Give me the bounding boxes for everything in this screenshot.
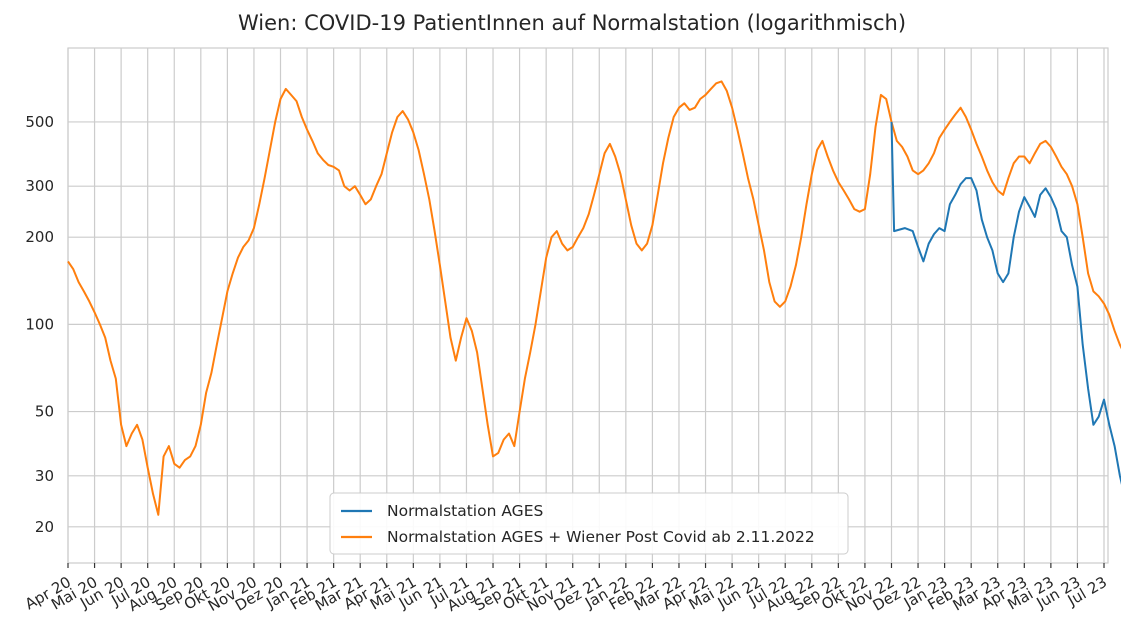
legend: Normalstation AGES Normalstation AGES + … — [329, 492, 849, 555]
y-axis-ticks: 20 30 50 100 200 300 500 — [25, 113, 54, 536]
legend-box — [329, 492, 849, 555]
series-line-ages — [890, 121, 1121, 485]
y-tick-label: 30 — [35, 467, 54, 485]
y-tick-label: 500 — [25, 113, 54, 131]
y-tick-label: 20 — [35, 518, 54, 536]
series-line-ages-postcovid — [67, 80, 1121, 516]
y-tick-label: 50 — [35, 403, 54, 421]
chart-title: Wien: COVID-19 PatientInnen auf Normalst… — [238, 11, 906, 35]
y-tick-label: 200 — [25, 228, 54, 246]
plot-frame — [67, 47, 1109, 564]
legend-label-ages-postcovid: Normalstation AGES + Wiener Post Covid a… — [387, 528, 815, 546]
series-layer — [67, 80, 1121, 516]
legend-label-ages: Normalstation AGES — [387, 502, 543, 520]
y-tick-label: 300 — [25, 177, 54, 195]
grid-lines — [67, 48, 1108, 563]
y-tick-label: 100 — [25, 315, 54, 333]
